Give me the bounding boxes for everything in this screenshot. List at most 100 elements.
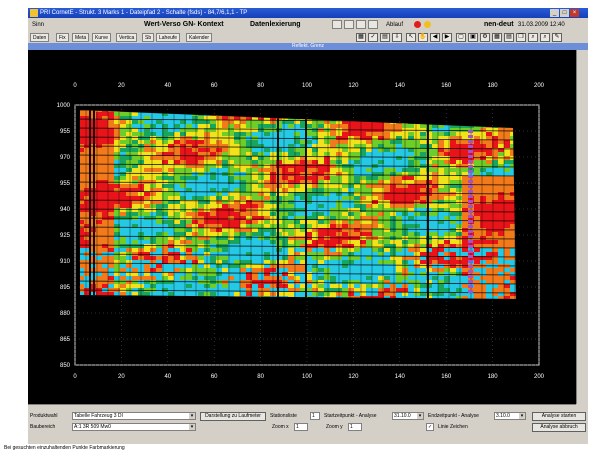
heatmap-cell	[90, 228, 96, 232]
heatmap-cell	[462, 300, 468, 304]
analyse-starten-button[interactable]: Analyse starten	[532, 412, 586, 421]
produktwahl-select[interactable]: Tabelle Fahrzeug 3 DI ▾	[72, 412, 196, 420]
heatmap-cell	[384, 296, 390, 299]
heatmap-chart[interactable]: 0020204040606080801001001201201401401601…	[28, 50, 576, 404]
heatmap-cell	[516, 132, 522, 136]
heatmap-cell	[432, 264, 438, 268]
rewind-icon[interactable]: ◀	[430, 33, 440, 42]
heatmap-cell	[300, 192, 306, 196]
heatmap-cell	[174, 252, 180, 256]
search-icon[interactable]: ⌕	[540, 33, 550, 42]
stationsliste-field[interactable]: 1	[310, 412, 320, 420]
heatmap-cell	[414, 156, 420, 160]
heatmap-cell	[174, 148, 180, 152]
heatmap-cell	[282, 276, 288, 280]
user-name: nen-deut	[484, 21, 514, 28]
grid-icon[interactable]: ▦	[356, 33, 366, 42]
darstellung-button[interactable]: Darstellung zu Laufmeter	[200, 412, 266, 421]
minimize-button[interactable]: _	[550, 9, 559, 17]
frame-icon[interactable]: ▢	[456, 33, 466, 42]
baubereich-select[interactable]: A:1 3R 509 Mw0 ▾	[72, 423, 196, 431]
zoom-y-field[interactable]: 1	[348, 423, 362, 431]
menu-left-label[interactable]: Sinn	[32, 22, 45, 28]
heatmap-cell	[192, 300, 198, 304]
heatmap-cell	[348, 232, 354, 236]
toolbar-button-1[interactable]	[332, 20, 342, 29]
analyse-abbrechen-button[interactable]: Analyse abbruch	[532, 423, 586, 432]
heatmap-cell	[360, 300, 366, 304]
heatmap-cell	[288, 140, 294, 144]
tab-fix[interactable]: Fix	[56, 33, 69, 42]
heatmap-cell	[210, 284, 216, 288]
heatmap-cell	[210, 220, 216, 224]
vertical-scrollbar[interactable]	[576, 50, 588, 404]
tab-kurve[interactable]: Kurve	[92, 33, 112, 42]
plot-area[interactable]: 0 0 20 20 40 40 60 60 80 80 100 100 120 120 140 140 160 1…	[28, 50, 576, 404]
heatmap-cell	[426, 260, 432, 264]
tab-meta[interactable]: Meta	[72, 33, 90, 42]
heatmap-cell	[294, 260, 300, 264]
maximize-button[interactable]: □	[560, 9, 569, 17]
heatmap-cell	[348, 140, 354, 144]
heatmap-cell	[222, 168, 228, 172]
tab-kalender[interactable]: Kalender	[186, 33, 213, 42]
heatmap-cell	[156, 200, 162, 204]
heatmap-cell	[156, 110, 162, 112]
heatmap-cell	[102, 272, 108, 276]
zoom-x-field[interactable]: 1	[294, 423, 308, 431]
startzeitpunkt-field[interactable]: 31.10.0 ▾	[392, 412, 424, 420]
heatmap-cell	[384, 192, 390, 196]
heatmap-cell	[414, 204, 420, 208]
heatmap-cell	[228, 248, 234, 252]
endzeitpunkt-field[interactable]: 3.10.0 ▾	[494, 412, 526, 420]
heatmap-cell	[144, 180, 150, 184]
heatmap-cell	[348, 124, 354, 128]
heatmap-cell	[96, 284, 102, 288]
print-icon[interactable]: ▤	[504, 33, 514, 42]
zoom-icon[interactable]: ⌕	[528, 33, 538, 42]
heatmap-cell	[516, 148, 522, 152]
toolbar-button-3[interactable]	[356, 20, 366, 29]
cursor-icon[interactable]: ↖	[406, 33, 416, 42]
heatmap-cell	[150, 116, 156, 120]
toolbar-button-2[interactable]	[344, 20, 354, 29]
settings-icon[interactable]: ⚙	[480, 33, 490, 42]
export-icon[interactable]: ⇩	[392, 33, 402, 42]
tab-sb[interactable]: Sb	[142, 33, 155, 42]
ablauf-label[interactable]: Ablauf	[386, 22, 404, 28]
heatmap-cell	[108, 256, 114, 260]
heatmap-cell	[456, 244, 462, 248]
heatmap-cell	[264, 164, 270, 168]
heatmap-cell	[180, 188, 186, 192]
tab-daten[interactable]: Daten	[30, 33, 50, 42]
layers-icon[interactable]: ▣	[468, 33, 478, 42]
horizontal-scrollbar[interactable]	[28, 404, 576, 410]
chart-icon[interactable]: ▤	[380, 33, 390, 42]
table-icon[interactable]: ▦	[492, 33, 502, 42]
toolbar-button-4[interactable]	[368, 20, 378, 29]
heatmap-cell	[162, 228, 168, 232]
check-icon[interactable]: ✓	[368, 33, 378, 42]
heatmap-cell	[276, 112, 282, 116]
heatmap-cell	[432, 276, 438, 280]
tab-vertica[interactable]: Vertica	[116, 33, 138, 42]
heatmap-cell	[492, 268, 498, 272]
heatmap-cell	[186, 200, 192, 204]
close-button[interactable]: ×	[570, 9, 579, 17]
date-time: 31.03.2009 12:40	[518, 22, 565, 28]
heatmap-cell	[510, 128, 516, 132]
heatmap-cell	[96, 172, 102, 176]
heatmap-cell	[312, 240, 318, 244]
heatmap-cell	[438, 232, 444, 236]
heatmap-cell	[150, 244, 156, 248]
heatmap-cell	[198, 228, 204, 232]
play-icon[interactable]: ▶	[442, 33, 452, 42]
linie-checkbox[interactable]: ✓	[426, 423, 434, 431]
copy-icon[interactable]: ❐	[516, 33, 526, 42]
wrench-icon[interactable]: ✎	[552, 33, 562, 42]
heatmap-cell	[216, 252, 222, 256]
tab-laheufe[interactable]: Laheufe	[156, 33, 181, 42]
heatmap-cell	[444, 172, 450, 176]
hand-icon[interactable]: ✋	[418, 33, 428, 42]
heatmap-cell	[252, 200, 258, 204]
